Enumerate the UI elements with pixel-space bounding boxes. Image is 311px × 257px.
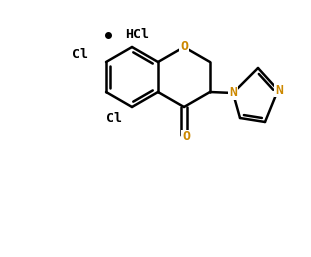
Text: O: O xyxy=(180,40,188,52)
Text: HCl: HCl xyxy=(125,29,149,41)
Text: N: N xyxy=(229,87,237,99)
Text: Cl: Cl xyxy=(106,113,122,125)
Text: N: N xyxy=(275,84,283,96)
Text: O: O xyxy=(182,131,190,143)
Text: Cl: Cl xyxy=(72,48,88,60)
